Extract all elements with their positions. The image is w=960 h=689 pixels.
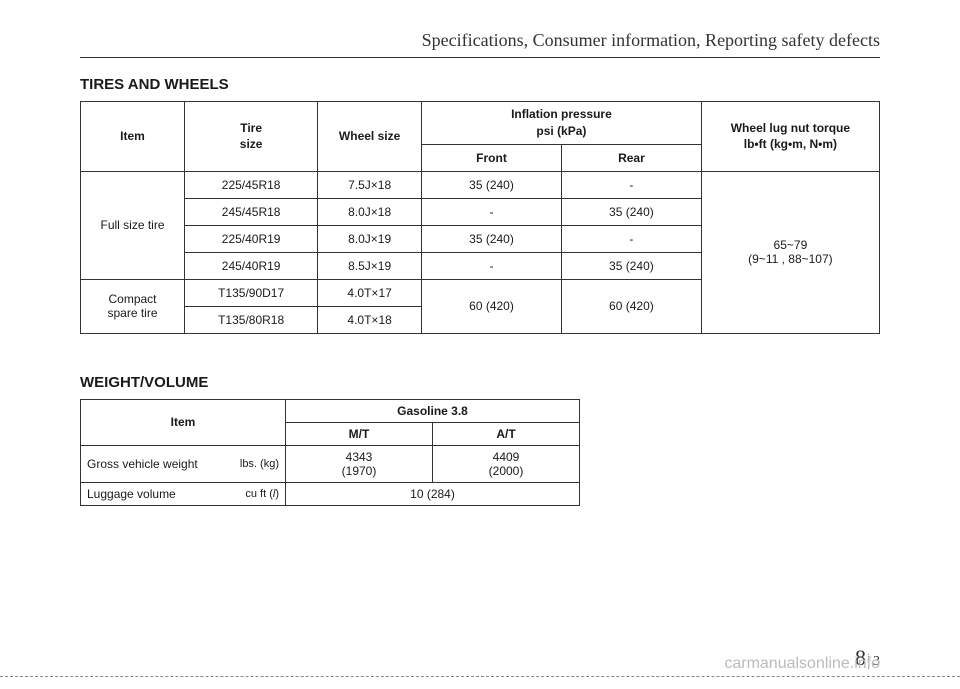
cell-front: -	[422, 198, 562, 225]
cell-tire: 245/45R18	[185, 198, 318, 225]
cell-tire: T135/80R18	[185, 306, 318, 333]
th-tire-size: Tire size	[185, 102, 318, 172]
cell-tire: 225/40R19	[185, 225, 318, 252]
cell-compact-front: 60 (420)	[422, 279, 562, 333]
th-item: Item	[81, 399, 286, 445]
cell-rear: -	[562, 225, 702, 252]
cell-tire: 245/40R19	[185, 252, 318, 279]
cell-luggage-unit: cu ft (l)	[211, 482, 286, 505]
th-wheel-size: Wheel size	[318, 102, 422, 172]
th-front: Front	[422, 144, 562, 171]
cell-wheel: 8.0J×18	[318, 198, 422, 225]
cell-tire: 225/45R18	[185, 171, 318, 198]
weight-table: Item Gasoline 3.8 M/T A/T Gross vehicle …	[80, 399, 580, 506]
tires-table: Item Tire size Wheel size Inflation pres…	[80, 101, 880, 334]
th-inflation: Inflation pressure psi (kPa)	[422, 102, 702, 145]
cell-rear: 35 (240)	[562, 252, 702, 279]
section-tires-heading: TIRES AND WHEELS	[80, 76, 880, 93]
cell-front: -	[422, 252, 562, 279]
cell-gvw-label: Gross vehicle weight	[81, 445, 212, 482]
page-content: Specifications, Consumer information, Re…	[0, 0, 960, 506]
cell-torque: 65~79 (9~11 , 88~107)	[701, 171, 879, 333]
th-rear: Rear	[562, 144, 702, 171]
th-torque: Wheel lug nut torque lb•ft (kg•m, N•m)	[701, 102, 879, 172]
th-mt: M/T	[286, 422, 433, 445]
page-header: Specifications, Consumer information, Re…	[80, 30, 880, 58]
cell-front: 35 (240)	[422, 171, 562, 198]
cell-wheel: 7.5J×18	[318, 171, 422, 198]
cell-rear: -	[562, 171, 702, 198]
cell-front: 35 (240)	[422, 225, 562, 252]
cell-compact-rear: 60 (420)	[562, 279, 702, 333]
cell-wheel: 8.0J×19	[318, 225, 422, 252]
cell-wheel: 4.0T×18	[318, 306, 422, 333]
cell-wheel: 8.5J×19	[318, 252, 422, 279]
cell-full-size-label: Full size tire	[81, 171, 185, 279]
cell-compact-label: Compact spare tire	[81, 279, 185, 333]
cell-gvw-at: 4409 (2000)	[433, 445, 580, 482]
watermark: carmanualsonline.info	[724, 655, 880, 673]
th-item: Item	[81, 102, 185, 172]
cell-gvw-mt: 4343 (1970)	[286, 445, 433, 482]
cell-rear: 35 (240)	[562, 198, 702, 225]
th-gasoline: Gasoline 3.8	[286, 399, 580, 422]
section-weight-heading: WEIGHT/VOLUME	[80, 374, 880, 391]
th-at: A/T	[433, 422, 580, 445]
cell-wheel: 4.0T×17	[318, 279, 422, 306]
cell-luggage-label: Luggage volume	[81, 482, 212, 505]
footer: 83 carmanualsonline.info	[0, 676, 960, 679]
cell-gvw-unit: lbs. (kg)	[211, 445, 286, 482]
cell-tire: T135/90D17	[185, 279, 318, 306]
cell-luggage-val: 10 (284)	[286, 482, 580, 505]
